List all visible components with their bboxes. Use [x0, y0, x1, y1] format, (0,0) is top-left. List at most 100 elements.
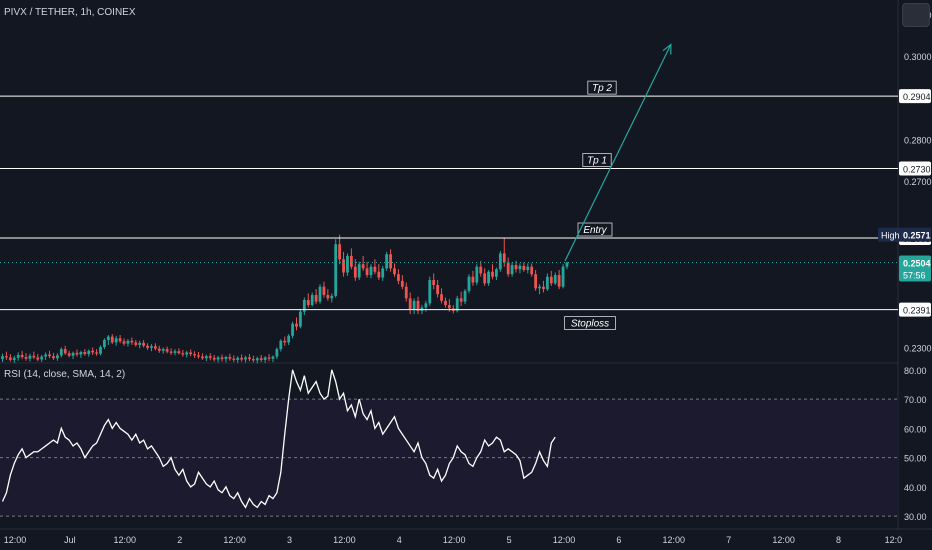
candle-body [150, 346, 153, 348]
candle-body [240, 357, 244, 360]
level-value-box [899, 161, 931, 176]
candle-body [134, 342, 138, 345]
price-levels: Tp 2 Tp 1 Entry Stoploss [0, 43, 898, 330]
candle-body [565, 262, 569, 267]
level-value-text: 0.2730 [903, 165, 931, 175]
candle-body [538, 286, 541, 289]
candle-body [306, 300, 310, 305]
candle-body [122, 341, 126, 344]
candle-body [220, 357, 224, 360]
level-label-box [587, 80, 617, 95]
candle-body [534, 274, 538, 289]
target-arrow-head [662, 43, 672, 55]
level-value-text: 0.2904 [903, 92, 931, 102]
candle-body [467, 276, 471, 291]
high-tag-box [878, 227, 899, 242]
rsi-tick-label: 70.00 [904, 395, 927, 405]
candle-body [557, 275, 561, 287]
time-tick-label: 12:00 [443, 535, 466, 545]
candle-body [259, 358, 263, 360]
candle-body [236, 357, 240, 360]
candle-body [302, 300, 306, 312]
candle-body [40, 356, 44, 360]
chart-title: PIVX / TETHER, 1h, COINEX [4, 7, 136, 18]
time-tick-label: 12:00 [4, 535, 27, 545]
time-tick-label: Jul [64, 535, 76, 545]
candle-body [397, 274, 400, 281]
candle-body [36, 357, 40, 360]
candle-body [287, 335, 291, 343]
rsi-tick-label: 60.00 [904, 424, 927, 434]
time-tick-label: 12:00 [663, 535, 686, 545]
candle-body [130, 340, 134, 343]
rsi-tick-label: 80.00 [904, 366, 927, 376]
candle-body [255, 358, 259, 361]
candle-body [353, 266, 357, 278]
candle-body [542, 286, 545, 290]
candle-body [87, 350, 91, 355]
candle-body [114, 338, 118, 343]
level-label-text: Stoploss [571, 319, 609, 330]
candle-body [20, 354, 24, 358]
time-tick-label: 12:00 [333, 535, 356, 545]
candle-body [510, 265, 514, 275]
candle-body [232, 358, 236, 360]
candle-body [526, 266, 530, 271]
price-tick-label: 0.2800 [904, 135, 932, 145]
candle-body [126, 340, 130, 344]
candle-body [530, 266, 534, 275]
candle-body [201, 356, 204, 359]
candle-body [444, 300, 447, 305]
candle-body [169, 351, 173, 353]
candle-body [561, 266, 565, 287]
rsi-tick-label: 50.00 [904, 454, 927, 464]
candle-body [400, 280, 404, 287]
candle-body [91, 350, 95, 353]
candle-body [428, 280, 432, 304]
candle-body [549, 276, 553, 284]
candle-body [404, 286, 408, 299]
candle-body [193, 354, 196, 356]
candle-body [299, 311, 302, 327]
candle-body [502, 253, 506, 263]
candle-body [498, 253, 502, 270]
candle-body [55, 355, 59, 359]
candle-body [408, 298, 412, 310]
candle-body [52, 356, 55, 359]
candle-body [248, 357, 251, 360]
high-tag-text: High [881, 231, 900, 241]
rsi-line [1, 369, 556, 509]
candle-body [334, 244, 338, 296]
price-axis[interactable]: 0.31000.30000.28000.27000.23000.29040.27… [878, 11, 932, 523]
level-value-box [899, 302, 931, 317]
high-value-box [899, 227, 931, 242]
target-arrow-line [564, 44, 672, 262]
candle-body [103, 339, 106, 348]
candle-body [412, 300, 416, 310]
candle-body [291, 323, 294, 336]
candle-body [518, 265, 522, 270]
candle-body [377, 271, 381, 278]
candle-body [79, 352, 83, 355]
candle-body [173, 351, 177, 353]
candle-body [28, 355, 32, 359]
candle-body [471, 276, 475, 283]
candle-body [67, 353, 71, 356]
candle-body [432, 280, 436, 286]
candle-body [271, 356, 275, 359]
time-tick-label: 8 [836, 535, 841, 545]
time-tick-label: 12:00 [553, 535, 576, 545]
candle-body [283, 340, 287, 343]
candle-body [381, 268, 385, 278]
candle-body [153, 346, 157, 349]
candle-body [416, 300, 420, 311]
candle-body [369, 266, 373, 276]
candle-body [44, 354, 48, 357]
chart-settings-button[interactable] [902, 3, 930, 27]
price-tick-label: 0.2300 [904, 343, 932, 353]
time-axis[interactable]: 12:00 Jul 12:00 2 12:00 3 12:00 4 12:00 5 12:00 6 12… [0, 528, 932, 545]
time-tick-label: 4 [397, 535, 402, 545]
level-value-box [899, 89, 931, 104]
candle-body [318, 286, 322, 302]
candle-body [24, 357, 28, 359]
